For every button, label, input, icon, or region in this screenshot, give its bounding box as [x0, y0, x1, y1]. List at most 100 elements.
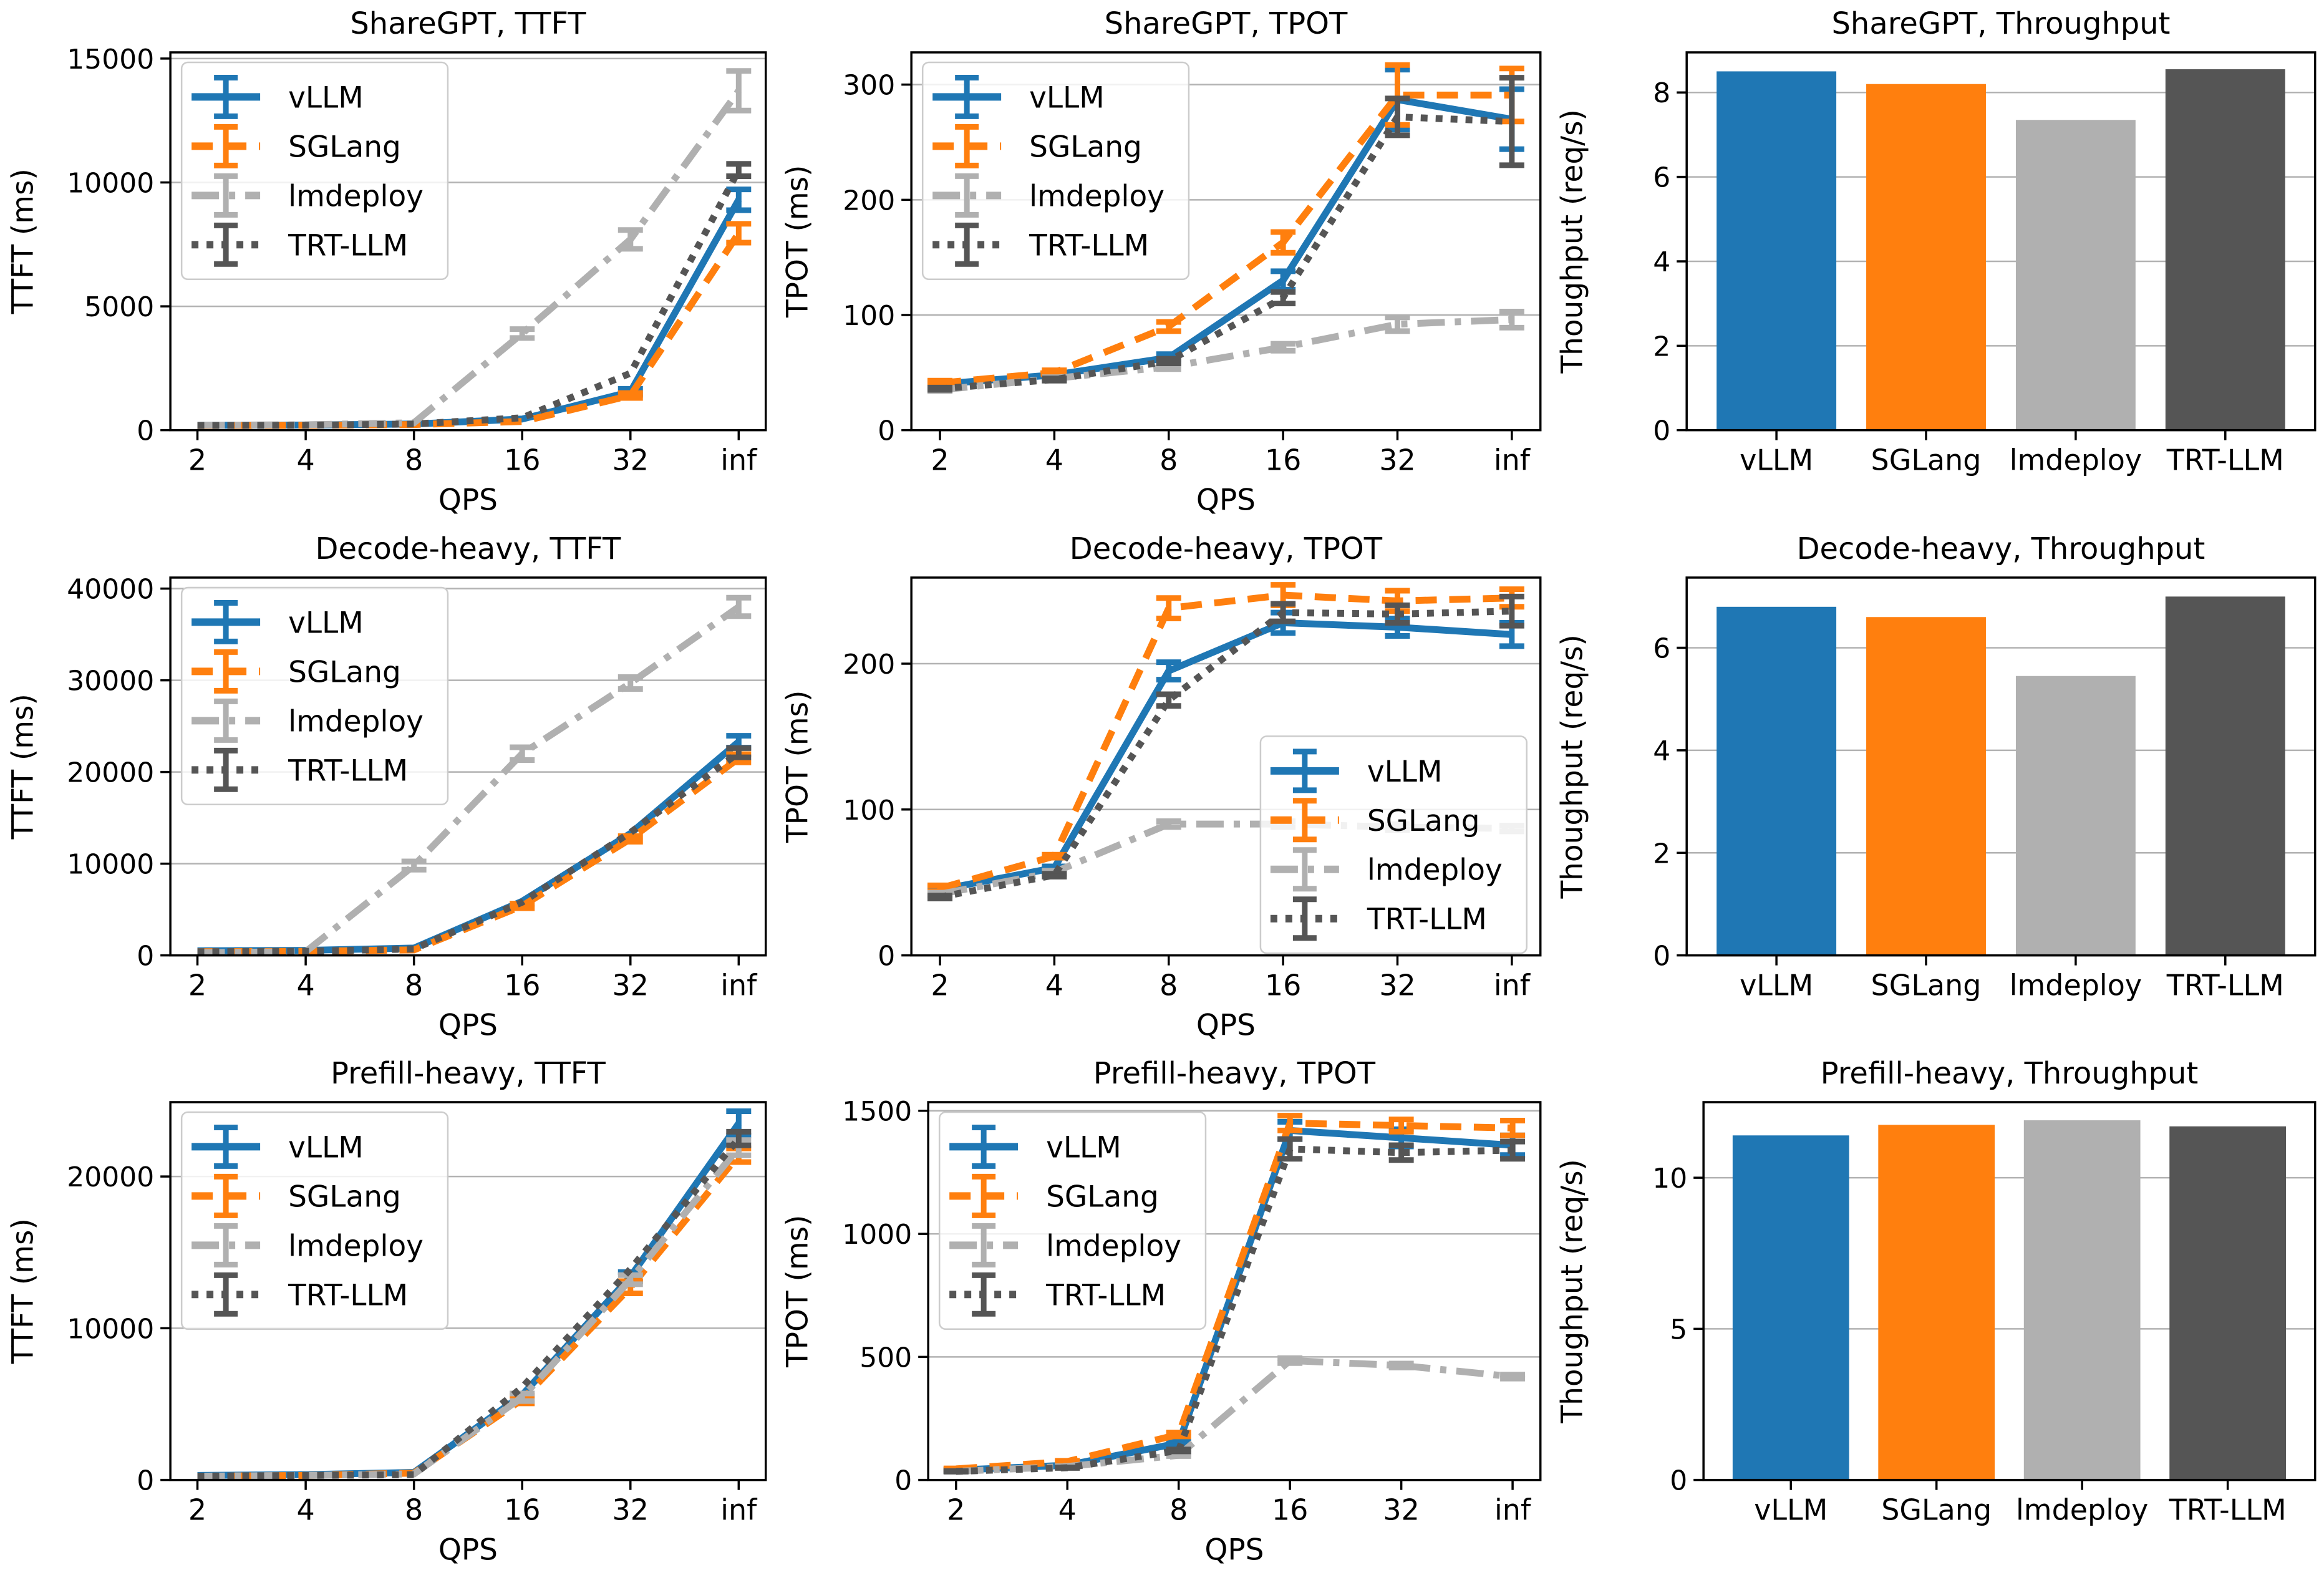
y-tick-label: 0 — [878, 415, 895, 447]
bar-vLLM — [1716, 606, 1837, 956]
chart-title: ShareGPT, TTFT — [350, 6, 586, 41]
y-tick-label: 6 — [1653, 632, 1670, 664]
chart-cell-5: 0 2 4 6 Decode-heavy, Throughput Thoughput (r… — [1549, 525, 2324, 1050]
x-tick-label: 8 — [405, 968, 423, 1002]
axes-spines — [1702, 1101, 2317, 1481]
axes-spines — [910, 576, 1542, 957]
chart-cell-4: 0 100 200 Decode-heavy, TPOT TPOT (ms) QPS 2 4 8… — [775, 525, 1549, 1050]
series-line-SGLang — [939, 591, 1512, 892]
y-tick-label: 4 — [1653, 246, 1670, 278]
y-tick-label: 6 — [1653, 162, 1670, 194]
bar-SGLang — [1866, 616, 1986, 956]
x-tick-label: inf — [720, 1493, 758, 1527]
legend-label-vLLM: vLLM — [288, 80, 364, 115]
y-tick-label: 20000 — [67, 757, 154, 788]
x-tick-label: 4 — [296, 1493, 314, 1527]
legend-box — [180, 61, 449, 281]
axes-spines — [1685, 51, 2317, 432]
series-line-SGLang — [939, 91, 1512, 387]
y-tick-label: 5 — [1670, 1314, 1687, 1346]
y-tick-label: 100 — [843, 300, 895, 332]
y-tick-label: 200 — [843, 649, 895, 681]
axes-spines — [169, 576, 767, 957]
chart-cell-7: 0 500 1000 1500 Prefill-heavy, TPOT TPOT (ms)… — [775, 1050, 1549, 1575]
x-tick-label: 32 — [612, 1493, 649, 1527]
chart-cell-1: 0 100 200 300 ShareGPT, TPOT TPOT (ms) QPS 2 4 8 1… — [775, 0, 1549, 525]
y-tick-label: 0 — [1670, 1465, 1687, 1497]
legend-label-lmdeploy: lmdeploy — [288, 704, 424, 739]
x-tick-label: 16 — [1265, 968, 1302, 1002]
x-axis-label: QPS — [438, 1533, 498, 1568]
y-tick-label: 10 — [1652, 1163, 1687, 1195]
legend-label-TRT-LLM: TRT-LLM — [1029, 228, 1149, 263]
y-tick-label: 0 — [1653, 415, 1670, 447]
legend-label-SGLang: SGLang — [1046, 1180, 1159, 1214]
bar-TRT-LLM — [2165, 596, 2285, 956]
axes-spines — [1685, 576, 2317, 957]
chart-title: Prefill-heavy, Throughput — [1821, 1056, 2199, 1091]
legend-box — [180, 586, 449, 805]
y-axis-label: TPOT (ms) — [780, 165, 815, 318]
chart-sharegpt-throughput: 0 2 4 6 8 ShareGPT, Throughput Thoughput (req/… — [1555, 6, 2317, 477]
x-tick-label: 16 — [1265, 443, 1302, 477]
x-tick-label: 2 — [931, 968, 949, 1002]
chart-title: ShareGPT, Throughput — [1831, 6, 2170, 41]
axes-spines — [169, 51, 767, 432]
chart-cell-2: 0 2 4 6 8 ShareGPT, Throughput Thoughput (req/… — [1549, 0, 2324, 525]
y-tick-label: 10000 — [67, 1314, 154, 1345]
x-tick-label: 4 — [1045, 443, 1063, 477]
bar-lmdeploy — [2015, 676, 2136, 956]
chart-prefill-heavy-ttft: 0 10000 20000 Prefill-heavy, TTFT TTFT (ms) Q… — [6, 1056, 767, 1568]
x-tick-label: 2 — [188, 968, 206, 1002]
series-line-lmdeploy — [956, 1357, 1513, 1475]
legend-label-TRT-LLM: TRT-LLM — [1045, 1278, 1166, 1312]
series-line-vLLM — [939, 619, 1513, 893]
legend-label-vLLM: vLLM — [1029, 80, 1105, 115]
y-tick-label: 10000 — [67, 848, 154, 880]
x-tick-label: 4 — [296, 443, 314, 477]
x-tick-label: 8 — [405, 443, 423, 477]
legend-label-lmdeploy: lmdeploy — [288, 179, 424, 213]
x-tick-label: 16 — [504, 443, 541, 477]
x-tick-label: 32 — [1383, 1493, 1420, 1527]
y-tick-label: 100 — [843, 794, 895, 826]
chart-prefill-heavy-tpot: 0 500 1000 1500 Prefill-heavy, TPOT TPOT (ms)… — [780, 1056, 1542, 1568]
y-tick-label: 20000 — [67, 1161, 154, 1193]
x-tick-label: 2 — [188, 443, 206, 477]
bar-TRT-LLM — [2169, 1126, 2287, 1480]
chart-decode-heavy-tpot: 0 100 200 Decode-heavy, TPOT TPOT (ms) QPS 2 4 8… — [780, 531, 1542, 1042]
legend-box — [938, 1111, 1207, 1330]
legend-label-lmdeploy: lmdeploy — [1029, 179, 1164, 213]
chart-sharegpt-tpot: 0 100 200 300 ShareGPT, TPOT TPOT (ms) QPS 2 4 8 1… — [780, 6, 1542, 518]
legend-label-SGLang: SGLang — [288, 655, 401, 689]
bar-category-label: TRT-LLM — [2169, 1493, 2287, 1527]
x-tick-label: 16 — [504, 968, 541, 1002]
bar-category-label: SGLang — [1871, 968, 1982, 1002]
legend-label-TRT-LLM: TRT-LLM — [288, 1278, 408, 1312]
y-tick-label: 15000 — [67, 44, 154, 75]
bar-lmdeploy — [2023, 1120, 2141, 1480]
x-tick-label: 2 — [931, 443, 949, 477]
y-tick-label: 0 — [137, 1465, 154, 1497]
series-line-TRT-LLM — [939, 113, 1513, 392]
y-axis-label: TPOT (ms) — [780, 1215, 815, 1368]
y-tick-label: 2 — [1653, 331, 1670, 362]
y-tick-label: 5000 — [84, 291, 154, 323]
chart-title: Prefill-heavy, TPOT — [1093, 1056, 1376, 1091]
legend-label-SGLang: SGLang — [1367, 803, 1480, 838]
legend-label-SGLang: SGLang — [1029, 130, 1142, 164]
chart-title: Decode-heavy, TPOT — [1070, 531, 1383, 566]
legend-box — [180, 1111, 449, 1330]
chart-cell-0: 0 5000 10000 15000 ShareGPT, TTFT TTFT (ms) QP… — [0, 0, 775, 525]
legend-label-lmdeploy: lmdeploy — [288, 1229, 424, 1264]
x-tick-label: inf — [720, 443, 758, 477]
x-tick-label: 2 — [947, 1493, 965, 1527]
bar-category-label: SGLang — [1881, 1493, 1992, 1527]
legend-label-SGLang: SGLang — [288, 130, 401, 164]
y-axis-label: TTFT (ms) — [6, 694, 40, 840]
legend-label-vLLM: vLLM — [288, 1131, 364, 1165]
chart-decode-heavy-throughput: 0 2 4 6 Decode-heavy, Throughput Thoughput (r… — [1555, 531, 2317, 1002]
bar-category-label: TRT-LLM — [2166, 443, 2284, 477]
chart-cell-3: 0 10000 20000 30000 40000 Decode-heavy, TTFT T… — [0, 525, 775, 1050]
